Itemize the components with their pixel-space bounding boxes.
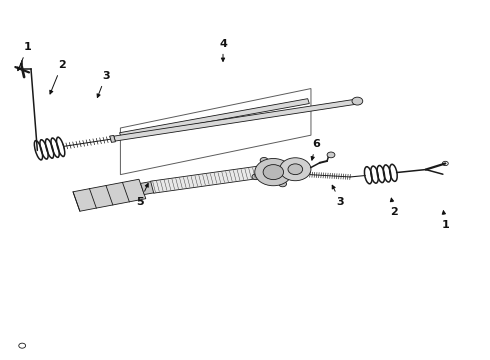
Polygon shape (120, 99, 309, 138)
Text: 4: 4 (219, 39, 227, 61)
Circle shape (263, 165, 284, 180)
Circle shape (260, 157, 268, 163)
Text: 1: 1 (18, 42, 31, 71)
Text: 6: 6 (311, 139, 320, 160)
Text: 2: 2 (50, 60, 66, 94)
Polygon shape (110, 135, 116, 142)
Polygon shape (114, 99, 361, 141)
Circle shape (280, 158, 311, 181)
Circle shape (327, 152, 335, 158)
Text: 2: 2 (390, 198, 398, 217)
Circle shape (279, 181, 287, 187)
Text: 3: 3 (332, 185, 344, 207)
Circle shape (252, 174, 260, 180)
Circle shape (288, 164, 303, 175)
Polygon shape (73, 179, 146, 211)
Text: 3: 3 (97, 71, 110, 98)
Circle shape (255, 158, 292, 186)
Text: 1: 1 (441, 211, 449, 230)
Circle shape (352, 97, 363, 105)
Polygon shape (141, 181, 156, 194)
Text: 5: 5 (136, 184, 148, 207)
Polygon shape (150, 166, 261, 193)
